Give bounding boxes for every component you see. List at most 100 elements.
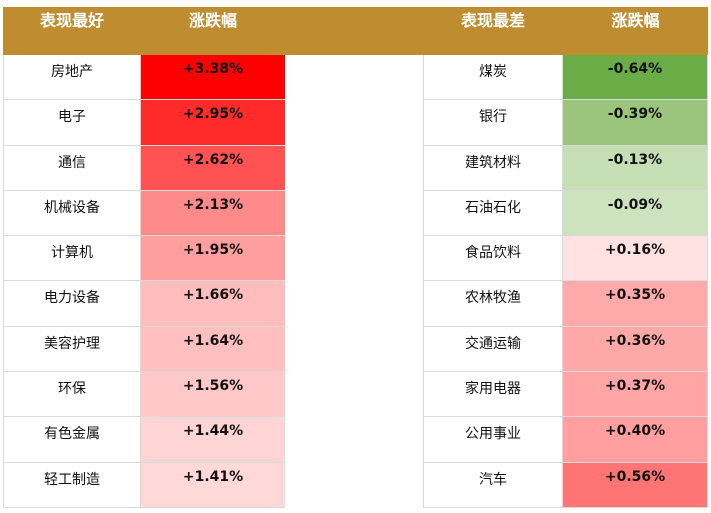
best-sector-cell-text: 有色金属	[44, 426, 100, 443]
best-change-cell-text: +1.95%	[182, 242, 244, 259]
best-change-cell: +2.13%	[141, 190, 285, 237]
worst-sector-cell-text: 汽车	[479, 471, 507, 488]
table-row: 美容护理 +1.64% 交通运输 +0.36%	[3, 326, 708, 373]
best-sector-cell-text: 轻工制造	[44, 471, 100, 488]
table-row: 计算机 +1.95% 食品饮料 +0.16%	[3, 236, 708, 282]
worst-sector-cell: 银行	[423, 100, 563, 146]
worst-sector-cell-text: 食品饮料	[465, 245, 521, 262]
best-change-cell: +2.62%	[141, 145, 285, 191]
worst-sector-cell: 家用电器	[423, 372, 563, 418]
best-sector-cell: 环保	[3, 372, 141, 418]
column-gap	[285, 191, 423, 236]
table-row: 电子 +2.95% 银行 -0.39%	[3, 100, 708, 146]
worst-sector-cell: 汽车	[423, 462, 563, 508]
worst-sector-cell: 公用事业	[423, 417, 563, 463]
column-gap	[285, 327, 423, 372]
best-change-cell-text: +1.66%	[182, 287, 244, 304]
best-sector-cell: 轻工制造	[3, 462, 141, 508]
best-change-cell-text: +1.41%	[182, 468, 244, 485]
best-sector-cell: 电力设备	[3, 281, 141, 327]
best-change-cell-text: +1.44%	[182, 423, 244, 440]
best-change-cell: +1.41%	[141, 462, 285, 508]
column-gap	[285, 146, 423, 191]
header-worst: 表现最差	[460, 11, 525, 30]
worst-change-cell: +0.35%	[563, 281, 708, 327]
best-sector-cell-text: 机械设备	[44, 199, 100, 216]
worst-change-cell: -0.64%	[563, 55, 708, 101]
best-sector-cell: 电子	[3, 100, 141, 146]
best-change-cell: +1.64%	[141, 326, 285, 373]
best-sector-cell: 计算机	[3, 236, 141, 282]
worst-change-cell: -0.13%	[563, 145, 708, 191]
best-change-cell: +1.66%	[141, 281, 285, 327]
best-sector-cell: 美容护理	[3, 326, 141, 373]
best-sector-cell: 房地产	[3, 55, 141, 101]
worst-sector-cell: 建筑材料	[423, 145, 563, 191]
worst-sector-cell-text: 家用电器	[465, 381, 521, 398]
worst-sector-cell-text: 石油石化	[465, 199, 521, 216]
column-gap	[285, 281, 423, 326]
column-gap	[285, 417, 423, 462]
worst-sector-cell-text: 农林牧渔	[465, 290, 521, 307]
best-sector-cell-text: 电力设备	[44, 290, 100, 307]
best-sector-cell-text: 环保	[58, 381, 86, 398]
worst-change-cell: -0.39%	[563, 100, 708, 146]
worst-change-cell: -0.09%	[563, 190, 708, 237]
worst-change-cell-text: +0.40%	[604, 423, 666, 440]
worst-change-cell-text: -0.09%	[607, 196, 663, 213]
best-change-cell-text: +3.38%	[182, 61, 244, 77]
worst-change-cell: +0.56%	[563, 462, 708, 508]
best-change-cell-text: +1.56%	[182, 378, 244, 395]
table-row: 房地产 +3.38% 煤炭 -0.64%	[3, 55, 708, 101]
worst-sector-cell: 食品饮料	[423, 236, 563, 282]
worst-sector-cell: 石油石化	[423, 190, 563, 237]
worst-sector-cell-text: 交通运输	[465, 335, 521, 352]
best-sector-cell: 通信	[3, 145, 141, 191]
column-gap	[285, 55, 423, 100]
table-row: 有色金属 +1.44% 公用事业 +0.40%	[3, 417, 708, 463]
best-sector-cell: 机械设备	[3, 190, 141, 237]
worst-change-cell: +0.16%	[563, 236, 708, 282]
table-row: 电力设备 +1.66% 农林牧渔 +0.35%	[3, 281, 708, 327]
worst-sector-cell-text: 建筑材料	[465, 154, 521, 171]
column-gap	[285, 100, 423, 145]
best-change-cell: +1.56%	[141, 372, 285, 418]
best-sector-cell: 有色金属	[3, 417, 141, 463]
best-change-cell: +1.44%	[141, 417, 285, 463]
best-change-cell-text: +2.62%	[182, 151, 244, 168]
best-change-cell-text: +2.95%	[182, 106, 244, 123]
column-gap	[285, 372, 423, 417]
worst-change-cell-text: -0.39%	[607, 106, 663, 123]
worst-sector-cell-text: 煤炭	[479, 64, 507, 80]
table-header: 表现最好 涨跌幅 表现最差 涨跌幅	[3, 7, 708, 55]
table-row: 机械设备 +2.13% 石油石化 -0.09%	[3, 190, 708, 237]
table-body: 房地产 +3.38% 煤炭 -0.64% 电子 +2.95% 银行 -0.39% 通信 +2.62…	[3, 55, 708, 508]
column-gap	[285, 463, 423, 508]
worst-change-cell: +0.37%	[563, 372, 708, 418]
best-change-cell-text: +1.64%	[182, 332, 244, 349]
worst-change-cell-text: +0.37%	[604, 378, 666, 395]
best-sector-cell-text: 电子	[58, 109, 86, 126]
header-worst-change: 涨跌幅	[611, 11, 660, 30]
best-sector-cell-text: 美容护理	[44, 335, 100, 352]
best-change-cell: +3.38%	[141, 55, 285, 101]
worst-change-cell-text: +0.56%	[604, 468, 666, 485]
worst-change-cell: +0.36%	[563, 326, 708, 373]
worst-sector-cell: 交通运输	[423, 326, 563, 373]
header-best: 表现最好	[39, 11, 104, 30]
best-change-cell: +1.95%	[141, 236, 285, 282]
worst-sector-cell: 煤炭	[423, 55, 563, 101]
worst-sector-cell-text: 公用事业	[465, 426, 521, 443]
header-best-change: 涨跌幅	[188, 11, 237, 30]
column-gap	[285, 236, 423, 281]
worst-sector-cell: 农林牧渔	[423, 281, 563, 327]
table-row: 通信 +2.62% 建筑材料 -0.13%	[3, 145, 708, 191]
worst-change-cell-text: +0.36%	[604, 332, 666, 349]
worst-change-cell-text: -0.64%	[607, 61, 663, 77]
best-sector-cell-text: 通信	[58, 154, 86, 171]
worst-change-cell-text: +0.16%	[604, 242, 666, 259]
worst-change-cell: +0.40%	[563, 417, 708, 463]
best-change-cell: +2.95%	[141, 100, 285, 146]
table-row: 轻工制造 +1.41% 汽车 +0.56%	[3, 462, 708, 508]
worst-sector-cell-text: 银行	[479, 109, 507, 126]
